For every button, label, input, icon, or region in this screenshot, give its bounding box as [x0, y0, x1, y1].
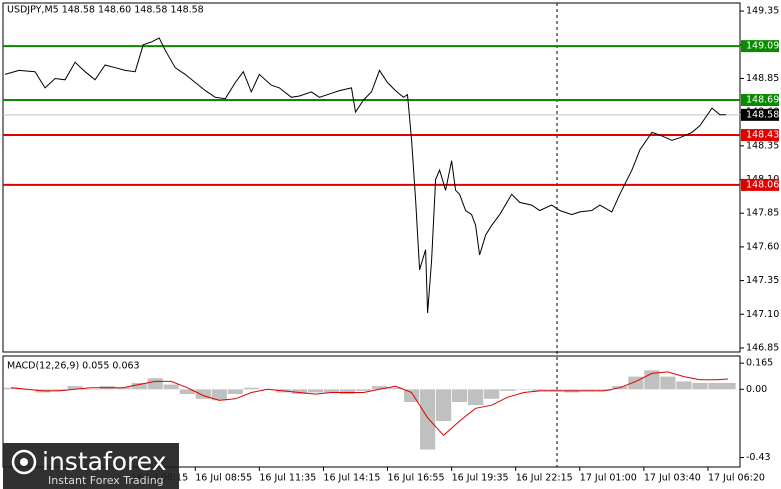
level-tag: 148.69 — [741, 94, 779, 107]
watermark: instaforex Instant Forex Trading — [3, 443, 179, 489]
watermark-logo-dot — [20, 458, 28, 466]
x-tick-label: 16 Jul 19:35 — [452, 473, 509, 484]
macd-bar — [67, 386, 83, 390]
macd-bar — [676, 381, 692, 390]
x-tick-label: 16 Jul 16:55 — [388, 473, 445, 484]
macd-bar — [323, 389, 340, 393]
macd-bar — [500, 389, 516, 391]
level-tag-box — [741, 40, 779, 53]
macd-bar — [195, 389, 211, 399]
level-label: 148.69 — [746, 95, 779, 106]
macd-bar — [163, 384, 179, 390]
y-tick-label: 147.60 — [746, 241, 779, 252]
level-label: 148.06 — [746, 179, 779, 190]
macd-bar — [307, 389, 324, 393]
macd-bar — [355, 389, 372, 391]
y-tick-label: 148.35 — [746, 140, 779, 151]
level-tag-box — [741, 94, 779, 107]
chart-title: USDJPY,M5 148.58 148.60 148.58 148.58 — [7, 5, 204, 16]
x-tick-label: 16 Jul 14:15 — [323, 473, 380, 484]
x-tick-label: 17 Jul 06:20 — [708, 473, 765, 484]
level-tag: 148.43 — [741, 129, 779, 142]
macd-bar — [596, 389, 612, 391]
macd-bar — [339, 389, 356, 395]
macd-bar — [419, 389, 436, 450]
level-label: 148.43 — [746, 130, 779, 141]
x-tick-label: 16 Jul 11:35 — [259, 473, 316, 484]
level-label: 149.09 — [746, 41, 779, 52]
x-tick-label: 16 Jul 08:55 — [195, 473, 252, 484]
macd-bar — [51, 389, 67, 391]
macd-bar — [532, 389, 548, 391]
macd-bar — [468, 389, 484, 406]
level-tag-box — [741, 129, 779, 142]
watermark-brand: instaforex — [42, 447, 167, 476]
watermark-tagline: Instant Forex Trading — [48, 474, 164, 487]
macd-bar — [484, 389, 500, 399]
y-tick-label: -0.43 — [746, 452, 771, 463]
macd-bar — [548, 389, 564, 391]
y-tick-label: 147.85 — [746, 208, 779, 219]
current-price-label: 148.58 — [746, 109, 779, 120]
macd-bar — [708, 382, 724, 390]
level-tag-box — [741, 178, 779, 191]
watermark-logo — [11, 449, 37, 475]
y-tick-label: 146.85 — [746, 342, 779, 353]
price-line — [4, 37, 726, 313]
y-tick-label: 148.85 — [746, 73, 779, 84]
macd-bar — [211, 389, 227, 401]
macd-panel — [2, 355, 741, 468]
y-tick-label: 0.00 — [746, 384, 767, 395]
macd-bar — [115, 387, 131, 390]
macd-bar — [179, 389, 195, 395]
price-layer: 149.35149.10148.85148.60148.35148.10147.… — [3, 6, 779, 353]
y-tick-label: 149.35 — [746, 6, 779, 17]
macd-bar — [580, 389, 596, 391]
macd-bar — [660, 376, 676, 390]
macd-bar — [227, 389, 243, 395]
macd-bar — [83, 389, 99, 390]
macd-bar — [387, 387, 404, 390]
macd-bar — [3, 387, 19, 390]
y-tick-label: 147.10 — [746, 309, 779, 320]
signal-line — [10, 371, 729, 437]
x-tick-label: 17 Jul 01:00 — [580, 473, 637, 484]
price-panel — [2, 2, 741, 353]
current-price-box — [741, 108, 779, 121]
macd-bar — [131, 382, 147, 390]
current-price-tag: 148.58 — [741, 108, 779, 121]
macd-bar — [692, 382, 708, 390]
macd-bar — [291, 389, 308, 395]
y-tick-label: 0.165 — [746, 358, 773, 369]
y-tick-label: 147.35 — [746, 275, 779, 286]
macd-bar — [243, 387, 259, 390]
macd-bar — [147, 378, 163, 390]
x-tick-label: 17 Jul 03:40 — [644, 473, 701, 484]
macd-bar — [720, 382, 736, 390]
x-tick-label: 16 Jul 22:15 — [516, 473, 573, 484]
level-tag: 148.06 — [741, 178, 779, 191]
macd-bar — [452, 389, 468, 402]
macd-bar — [516, 389, 532, 390]
watermark-box — [3, 443, 179, 489]
macd-title: MACD(12,26,9) 0.055 0.063 — [7, 361, 140, 372]
level-tag: 149.09 — [741, 40, 779, 53]
macd-bar — [371, 386, 388, 390]
macd-bar — [435, 389, 452, 422]
